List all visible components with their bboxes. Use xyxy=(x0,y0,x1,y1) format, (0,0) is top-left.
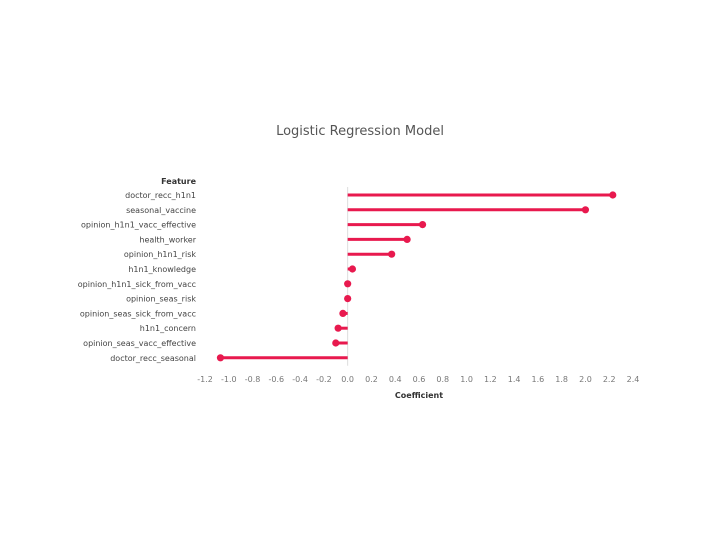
x-tick-label: -1.0 xyxy=(221,375,237,384)
feature-label: opinion_seas_vacc_effective xyxy=(83,339,196,348)
x-tick-label: 2.2 xyxy=(603,375,616,384)
lollipop-point xyxy=(216,354,225,362)
feature-label: doctor_recc_h1n1 xyxy=(125,191,196,200)
feature-label: health_worker xyxy=(139,235,196,244)
lollipop-series xyxy=(216,191,617,362)
lollipop-point xyxy=(403,235,411,243)
lollipop-point xyxy=(388,250,396,258)
feature-label: opinion_seas_sick_from_vacc xyxy=(80,309,196,318)
lollipop-point xyxy=(418,221,427,229)
lollipop-point xyxy=(334,324,342,332)
x-axis-ticks: -1.2 -1.0 -0.8 -0.6 -0.4 -0.2 0.0 0.2 0.4 0.6 0.8 1… xyxy=(197,375,639,384)
x-tick-label: -1.2 xyxy=(197,375,213,384)
x-tick-label: 2.4 xyxy=(627,375,640,384)
lollipop-point xyxy=(609,191,617,199)
feature-label: opinion_h1n1_risk xyxy=(124,250,196,259)
x-tick-label: 0.4 xyxy=(389,375,402,384)
feature-label: seasonal_vaccine xyxy=(126,206,196,215)
x-tick-label: 0.2 xyxy=(365,375,378,384)
lollipop-point xyxy=(344,280,352,288)
x-tick-label: 2.0 xyxy=(579,375,592,384)
lollipop-point xyxy=(581,206,590,214)
x-axis-title: Coefficient xyxy=(395,391,443,400)
x-tick-label: -0.8 xyxy=(245,375,261,384)
lollipop-point xyxy=(339,309,347,317)
feature-label: opinion_seas_risk xyxy=(126,295,196,304)
x-tick-label: 1.6 xyxy=(532,375,545,384)
x-tick-label: 1.4 xyxy=(508,375,521,384)
y-axis-title: Feature xyxy=(161,177,196,186)
x-tick-label: 0.6 xyxy=(413,375,426,384)
feature-label: doctor_recc_seasonal xyxy=(110,354,196,363)
feature-label: opinion_h1n1_vacc_effective xyxy=(81,221,196,230)
feature-labels: doctor_recc_h1n1 seasonal_vaccine opinion_… xyxy=(78,191,197,363)
feature-label: h1n1_knowledge xyxy=(128,265,196,274)
x-tick-label: 0.0 xyxy=(341,375,354,384)
chart-title: Logistic Regression Model xyxy=(276,124,444,139)
x-tick-label: -0.6 xyxy=(269,375,285,384)
x-tick-label: -0.2 xyxy=(316,375,332,384)
x-tick-label: 1.2 xyxy=(484,375,497,384)
x-tick-label: 0.8 xyxy=(436,375,449,384)
x-tick-label: -0.4 xyxy=(292,375,308,384)
feature-label: opinion_h1n1_sick_from_vacc xyxy=(78,280,196,289)
lollipop-point xyxy=(344,295,352,303)
lollipop-point xyxy=(332,339,340,347)
feature-label: h1n1_concern xyxy=(140,324,196,333)
x-tick-label: 1.8 xyxy=(555,375,568,384)
x-tick-label: 1.0 xyxy=(460,375,473,384)
lollipop-point xyxy=(348,265,357,273)
